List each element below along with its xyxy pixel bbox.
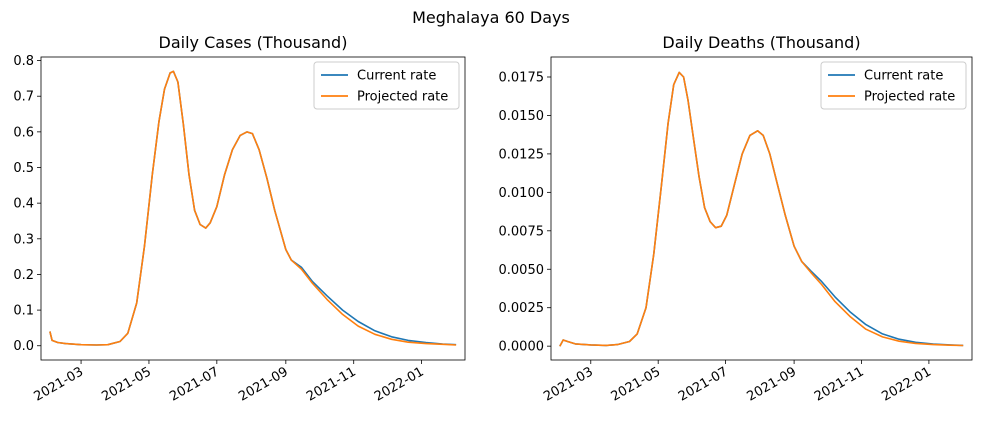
y-tick-label: 0.0125	[499, 147, 545, 162]
x-tick-label: 2021-05	[609, 364, 664, 404]
x-tick-label: 2021-11	[812, 364, 867, 404]
axes-frame	[40, 56, 466, 361]
y-tick-label: 0.0100	[499, 186, 545, 201]
y-tick-label: 0.4	[13, 197, 34, 212]
axes-frame	[550, 56, 973, 361]
x-tick-label: 2021-07	[167, 364, 222, 404]
x-tick-label: 2022-01	[879, 364, 934, 404]
y-tick-label: 0.6	[13, 125, 34, 140]
y-tick-label: 0.2	[13, 268, 34, 283]
y-tick-label: 0.0050	[499, 263, 545, 278]
series-line-current-rate	[49, 70, 457, 346]
chart-title: Daily Cases (Thousand)	[159, 33, 348, 52]
legend-label: Projected rate	[864, 90, 955, 105]
x-tick-label: 2021-03	[32, 364, 87, 404]
y-tick-label: 0.5	[13, 161, 34, 176]
x-tick-label: 2022-01	[372, 364, 427, 404]
y-tick-label: 0.0025	[499, 301, 545, 316]
legend-label: Projected rate	[357, 90, 448, 105]
x-tick-label: 2021-07	[676, 364, 731, 404]
figure-suptitle: Meghalaya 60 Days	[412, 8, 570, 27]
y-tick-label: 0.3	[13, 232, 34, 247]
legend-box	[820, 61, 967, 110]
y-tick-label: 0.0000	[499, 340, 545, 355]
x-tick-label: 2021-03	[541, 364, 596, 404]
y-tick-label: 0.7	[13, 90, 34, 105]
legend-label: Current rate	[357, 69, 436, 84]
series-line-projected-rate	[559, 71, 964, 347]
y-tick-label: 0.0	[13, 339, 34, 354]
x-tick-label: 2021-09	[236, 364, 291, 404]
y-tick-label: 0.0150	[499, 109, 545, 124]
x-tick-label: 2021-05	[99, 364, 154, 404]
x-tick-label: 2021-11	[304, 364, 359, 404]
deaths-chart: Daily Deaths (Thousand) 0.0000 0.0025 0.005…	[499, 33, 973, 405]
y-tick-label: 0.1	[13, 304, 34, 319]
x-tick-label: 2021-09	[745, 364, 800, 404]
series-line-current-rate	[559, 71, 964, 347]
y-tick-label: 0.0075	[499, 224, 545, 239]
y-tick-label: 0.8	[13, 54, 34, 69]
legend-box	[313, 61, 460, 110]
chart-title: Daily Deaths (Thousand)	[662, 33, 860, 52]
series-line-projected-rate	[49, 70, 457, 346]
legend-label: Current rate	[864, 69, 943, 84]
cases-chart: Daily Cases (Thousand) 0.0 0.1 0.2 0.3 0.4 0.5…	[13, 33, 466, 405]
y-tick-label: 0.0175	[499, 70, 545, 85]
